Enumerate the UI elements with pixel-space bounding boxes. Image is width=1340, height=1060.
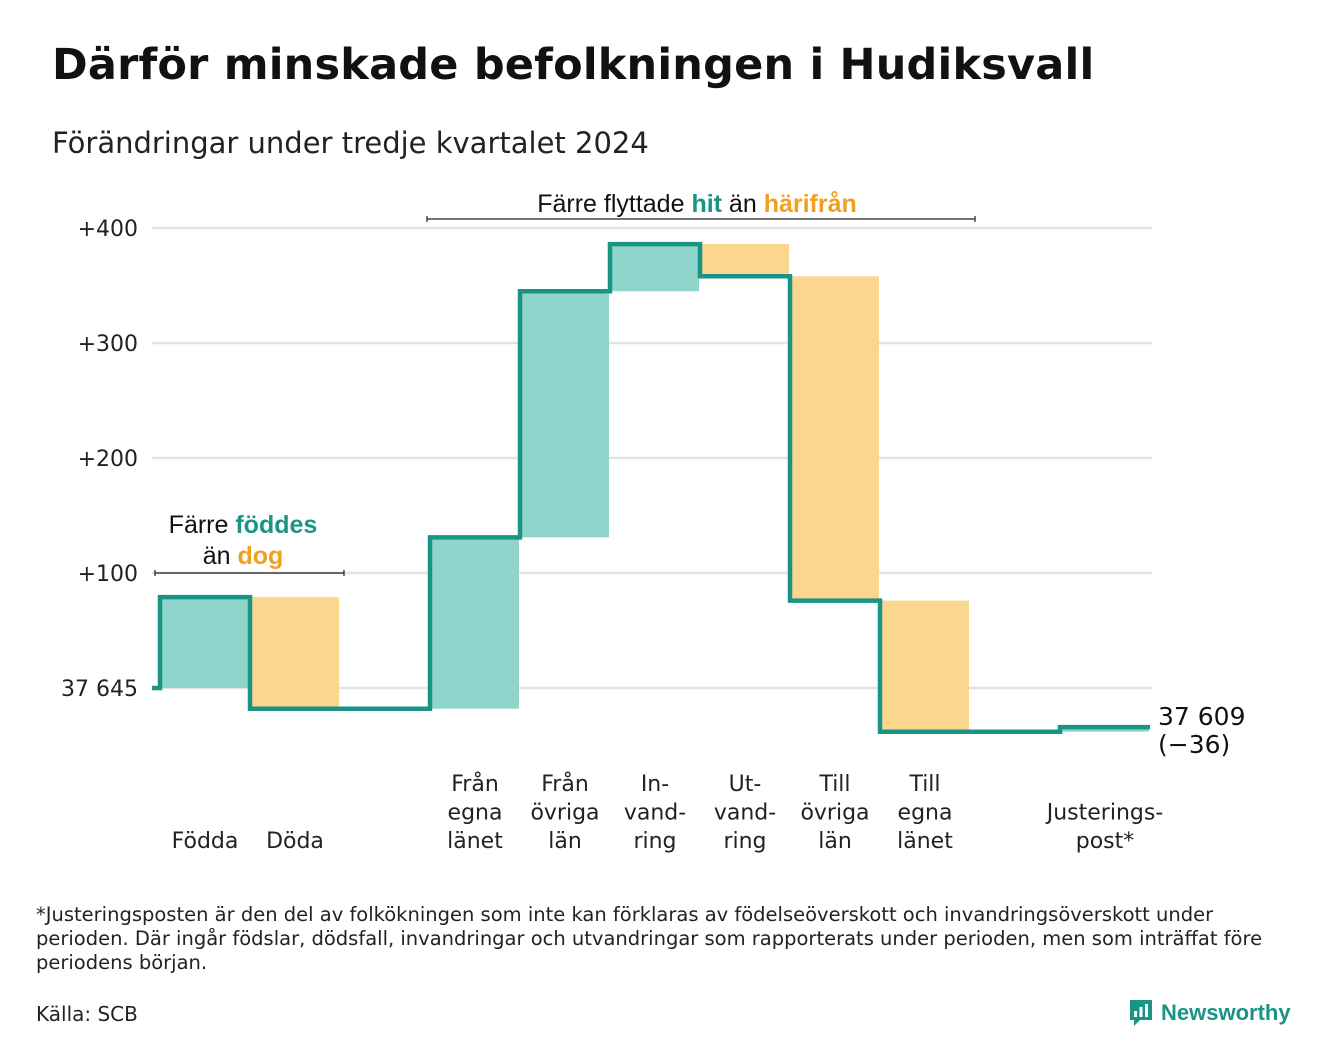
end-value-label: 37 609 xyxy=(1158,702,1245,731)
category-label: Från egna länet xyxy=(447,771,503,854)
y-tick-label: +100 xyxy=(78,562,138,587)
waterfall-bar xyxy=(881,600,969,732)
category-label: Födda xyxy=(172,829,239,854)
y-tick-label: +300 xyxy=(78,332,138,357)
y-tick-label: +400 xyxy=(78,217,138,242)
cumulative-step-line xyxy=(152,241,1150,734)
category-label: Döda xyxy=(266,829,324,854)
waterfall-bar xyxy=(161,597,249,688)
waterfall-bar xyxy=(1061,727,1149,732)
waterfall-chart: 37 645 +100 +200 +300 +400 Födda Döda Från egna l… xyxy=(61,190,1245,855)
waterfall-bar xyxy=(251,597,339,709)
page-title: Därför minskade befolkningen i Hudiksval… xyxy=(52,40,1095,90)
category-label: Till övriga län xyxy=(800,772,869,854)
annotation-migration: Färre flyttade hit än härifrån xyxy=(537,190,857,218)
category-label: Till egna länet xyxy=(897,772,953,854)
category-label: In-vand-ring xyxy=(624,772,686,854)
brand-logo[interactable]: Newsworthy xyxy=(1128,997,1291,1029)
y-tick-label: +200 xyxy=(78,447,138,472)
page-subtitle: Förändringar under tredje kvartalet 2024 xyxy=(52,126,649,160)
annotation-births-deaths-line2: än dog xyxy=(203,542,284,570)
waterfall-bar xyxy=(611,244,699,292)
waterfall-bar xyxy=(431,537,519,709)
source-label: Källa: SCB xyxy=(36,1002,138,1026)
waterfall-bar xyxy=(701,244,789,277)
category-label: Justerings-post* xyxy=(1045,801,1164,855)
end-change-label: (−36) xyxy=(1158,730,1230,759)
waterfall-bar xyxy=(521,291,609,538)
waterfall-bar xyxy=(791,276,879,601)
y-tick-label: 37 645 xyxy=(61,677,138,702)
footnote: *Justeringsposten är den del av folkökni… xyxy=(36,903,1263,974)
newsworthy-logo-icon xyxy=(1130,1000,1152,1026)
category-label: Ut-vand-ring xyxy=(714,772,776,854)
category-label: Från övriga län xyxy=(530,771,599,854)
brand-name: Newsworthy xyxy=(1161,1000,1291,1025)
annotation-births-deaths-line1: Färre föddes xyxy=(169,511,318,539)
